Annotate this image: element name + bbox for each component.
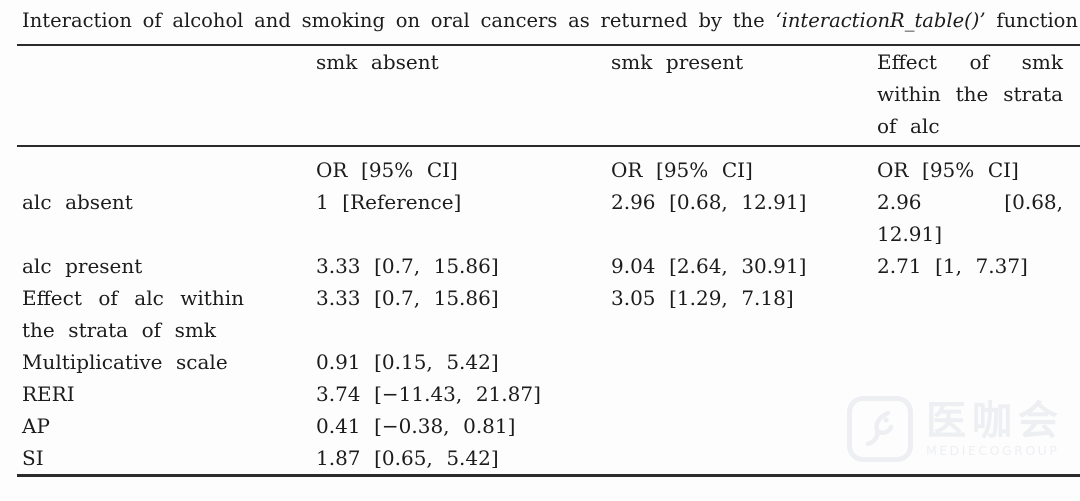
cell-value bbox=[611, 442, 877, 474]
cell-value: 1.87 [0.65, 5.42] bbox=[316, 446, 499, 470]
table-row-or-ci: OR [95% CI] OR [95% CI] OR [95% CI] bbox=[17, 146, 1080, 186]
table-header: smk absent smk present Effect of smk wit… bbox=[17, 46, 1080, 147]
caption-function-name: ‘interactionR_table()’ bbox=[775, 9, 986, 32]
cell-value bbox=[877, 442, 1080, 474]
cell-value: 2.96 [0.68, 12.91] bbox=[611, 190, 807, 214]
table-row-alc-effect: Effect of alc within the strata of smk 3… bbox=[17, 282, 1080, 346]
cell-value: 0.91 [0.15, 5.42] bbox=[316, 350, 499, 374]
cell-value: OR [95% CI] bbox=[611, 158, 753, 182]
cell-value: 9.04 [2.64, 30.91] bbox=[611, 254, 807, 278]
cell-value: 0.41 [−0.38, 0.81] bbox=[316, 414, 516, 438]
caption-text: Interaction of alcohol and smoking on or… bbox=[22, 9, 776, 32]
column-header-smk-present: smk present bbox=[611, 46, 877, 147]
cell-value: OR [95% CI] bbox=[316, 158, 458, 182]
cell-value bbox=[611, 346, 877, 378]
header-row: smk absent smk present Effect of smk wit… bbox=[17, 46, 1080, 147]
table-body: OR [95% CI] OR [95% CI] OR [95% CI] alc … bbox=[17, 146, 1080, 474]
table-row-reri: RERI 3.74 [−11.43, 21.87] bbox=[17, 378, 1080, 410]
cell-value: 2.71 [1, 7.37] bbox=[877, 254, 1028, 278]
cell-value bbox=[877, 346, 1080, 378]
cell-value bbox=[611, 378, 877, 410]
column-header-smk-absent: smk absent bbox=[316, 46, 611, 147]
row-label: alc absent bbox=[22, 190, 133, 214]
cell-value bbox=[877, 410, 1080, 442]
row-label: Multiplicative scale bbox=[22, 350, 228, 374]
column-header-stub bbox=[17, 46, 316, 147]
cell-value: 3.33 [0.7, 15.86] bbox=[316, 254, 499, 278]
row-label: AP bbox=[22, 414, 50, 438]
row-label: alc present bbox=[22, 254, 143, 278]
bottom-rule bbox=[17, 474, 1080, 477]
row-label: Effect of alc within the strata of smk bbox=[22, 286, 244, 342]
interaction-table: smk absent smk present Effect of smk wit… bbox=[17, 46, 1080, 474]
cell-value: OR [95% CI] bbox=[877, 158, 1019, 182]
cell-value: 3.33 [0.7, 15.86] bbox=[316, 286, 499, 310]
cell-value: 3.74 [−11.43, 21.87] bbox=[316, 382, 541, 406]
cell-value: 1 [Reference] bbox=[316, 190, 462, 214]
cell-value bbox=[611, 410, 877, 442]
table-row-multiplicative: Multiplicative scale 0.91 [0.15, 5.42] bbox=[17, 346, 1080, 378]
row-label: SI bbox=[22, 446, 44, 470]
table-figure: Interaction of alcohol and smoking on or… bbox=[17, 0, 1080, 477]
table-caption: Interaction of alcohol and smoking on or… bbox=[22, 8, 1078, 34]
row-label bbox=[17, 146, 316, 186]
row-label: RERI bbox=[22, 382, 75, 406]
caption-text-suffix: function bbox=[985, 9, 1078, 32]
table-row-alc-absent: alc absent 1 [Reference] 2.96 [0.68, 12.… bbox=[17, 186, 1080, 250]
table-row-si: SI 1.87 [0.65, 5.42] bbox=[17, 442, 1080, 474]
column-header-smk-effect: Effect of smk within the strata of alc bbox=[877, 46, 1080, 147]
table-row-alc-present: alc present 3.33 [0.7, 15.86] 9.04 [2.64… bbox=[17, 250, 1080, 282]
cell-value: 3.05 [1.29, 7.18] bbox=[611, 286, 794, 310]
top-rule bbox=[17, 44, 1080, 46]
cell-value: 2.96 [0.68, 12.91] bbox=[877, 190, 1063, 246]
cell-value bbox=[877, 378, 1080, 410]
cell-value bbox=[877, 282, 1080, 346]
table-row-ap: AP 0.41 [−0.38, 0.81] bbox=[17, 410, 1080, 442]
